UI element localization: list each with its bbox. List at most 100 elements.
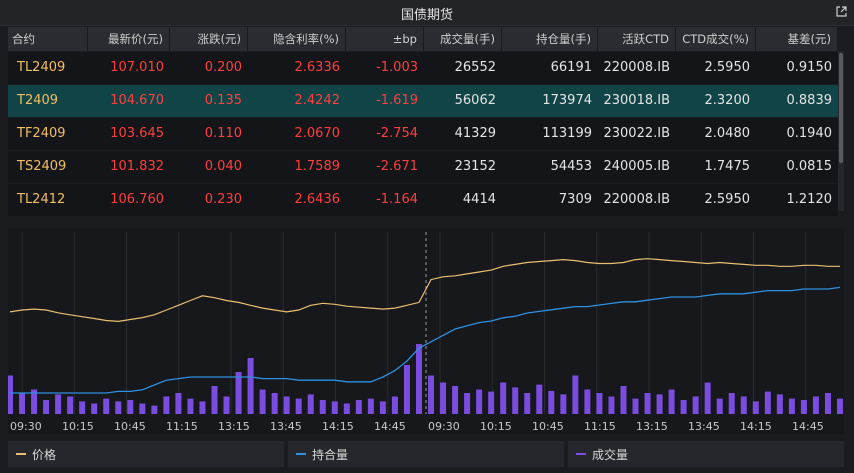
price-line	[9, 258, 840, 323]
col-header-bp[interactable]: ±bp	[346, 27, 424, 51]
volume-bar	[716, 398, 723, 414]
col-header-implied-rate[interactable]: 隐含利率(%)	[248, 27, 346, 51]
x-tick-label: 14:15	[740, 420, 772, 433]
legend-swatch-price	[16, 453, 26, 455]
x-tick-label: 10:45	[114, 420, 146, 433]
cell-bp: -2.671	[376, 159, 418, 174]
cell-basis: 0.8839	[786, 93, 833, 108]
volume-bar	[259, 389, 266, 414]
cell-open-interest: 54453	[550, 159, 592, 174]
table-row[interactable]: TF2409 103.645 0.110 2.0670 -2.754 41329 11319…	[8, 118, 838, 150]
cell-active-ctd: 220008.IB	[603, 60, 670, 75]
volume-bar	[67, 396, 74, 414]
cell-volume: 4414	[462, 192, 496, 207]
cell-implied-rate: 2.4242	[294, 93, 341, 108]
cell-volume: 56062	[454, 93, 496, 108]
cell-basis: 0.1940	[786, 126, 833, 141]
legend-item-volume[interactable]: 成交量	[568, 441, 844, 467]
col-header-basis[interactable]: 基差(元)	[756, 27, 838, 51]
col-header-change[interactable]: 涨跌(元)	[170, 27, 248, 51]
legend-swatch-volume	[576, 453, 586, 455]
volume-bar	[536, 384, 543, 414]
cell-last-price: 104.670	[110, 93, 164, 108]
volume-bar	[728, 393, 735, 414]
x-tick-label: 11:15	[166, 420, 198, 433]
volume-bar	[692, 396, 699, 414]
volume-bar	[91, 403, 98, 414]
volume-bar	[668, 389, 675, 414]
open-interest-line	[10, 286, 841, 394]
volume-bar	[8, 375, 13, 414]
cell-implied-rate: 2.0670	[294, 126, 341, 141]
table-row[interactable]: T2409 104.670 0.135 2.4242 -1.619 56062 173974…	[8, 85, 838, 117]
table-row[interactable]: TL2412 106.760 0.230 2.6436 -1.164 4414 7309 22…	[8, 184, 838, 216]
volume-bar	[440, 382, 447, 414]
cell-open-interest: 66191	[550, 60, 592, 75]
cell-last-price: 107.010	[110, 60, 164, 75]
volume-bar	[608, 396, 615, 414]
col-header-last-price[interactable]: 最新价(元)	[88, 27, 170, 51]
volume-bar	[319, 400, 326, 414]
cell-open-interest: 7309	[558, 192, 592, 207]
volume-bar	[379, 401, 386, 414]
volume-bar	[127, 400, 134, 414]
volume-bar	[283, 396, 290, 414]
col-header-volume[interactable]: 成交量(手)	[424, 27, 502, 51]
volume-bar	[367, 398, 374, 414]
volume-bar	[391, 396, 398, 414]
volume-bar	[560, 394, 567, 414]
volume-bar	[788, 398, 795, 414]
legend-label-price: 价格	[32, 447, 57, 462]
cell-active-ctd: 230018.IB	[603, 93, 670, 108]
x-tick-label: 09:30	[428, 420, 460, 433]
cell-bp: -1.164	[376, 192, 418, 207]
volume-bar	[43, 400, 50, 414]
cell-change: 0.200	[204, 60, 242, 75]
volume-bar	[79, 401, 86, 414]
table-row[interactable]: TS2409 101.832 0.040 1.7589 -2.671 23152 54453…	[8, 151, 838, 183]
x-tick-label: 10:15	[62, 420, 94, 433]
cell-ctd-yield: 2.3200	[704, 93, 751, 108]
volume-bar	[163, 396, 170, 414]
legend-swatch-open-interest	[296, 453, 306, 455]
volume-bar	[752, 401, 759, 414]
col-header-active-ctd[interactable]: 活跃CTD	[598, 27, 676, 51]
volume-bar	[812, 396, 819, 414]
scrollbar-thumb[interactable]	[839, 53, 843, 163]
chart-legend: 价格 持合量 成交量	[8, 441, 844, 467]
x-tick-label: 13:15	[636, 420, 668, 433]
cell-contract: TS2409	[17, 159, 67, 174]
volume-bar	[223, 396, 230, 414]
volume-bar	[764, 391, 771, 414]
cell-bp: -2.754	[376, 126, 418, 141]
cell-change: 0.040	[204, 159, 242, 174]
cell-contract: TL2412	[17, 192, 66, 207]
volume-bar	[704, 382, 711, 414]
cell-implied-rate: 1.7589	[294, 159, 341, 174]
volume-bar	[680, 400, 687, 414]
volume-bar	[740, 396, 747, 414]
col-header-open-interest[interactable]: 持仓量(手)	[502, 27, 598, 51]
cell-volume: 23152	[454, 159, 496, 174]
x-tick-label: 11:15	[584, 420, 616, 433]
volume-bar	[19, 393, 26, 414]
volume-bar	[235, 372, 242, 414]
volume-bar	[620, 386, 627, 414]
table-scrollbar[interactable]	[838, 51, 844, 211]
window-titlebar: 国债期货	[0, 0, 854, 26]
popout-icon[interactable]	[835, 5, 848, 18]
volume-bar	[548, 390, 555, 414]
cell-implied-rate: 2.6336	[294, 60, 341, 75]
volume-bar	[644, 393, 651, 414]
volume-bar	[415, 344, 422, 414]
x-tick-label: 14:45	[374, 420, 406, 433]
legend-item-price[interactable]: 价格	[8, 441, 284, 467]
table-row[interactable]: TL2409 107.010 0.200 2.6336 -1.003 26552 66191…	[8, 52, 838, 84]
volume-bar	[524, 393, 531, 414]
volume-bar	[403, 365, 410, 414]
col-header-ctd-yield[interactable]: CTD成交(%)	[676, 27, 756, 51]
col-header-contract[interactable]: 合约	[8, 27, 88, 51]
volume-bar	[247, 358, 254, 414]
legend-item-open-interest[interactable]: 持合量	[288, 441, 564, 467]
cell-basis: 0.0815	[786, 159, 833, 174]
